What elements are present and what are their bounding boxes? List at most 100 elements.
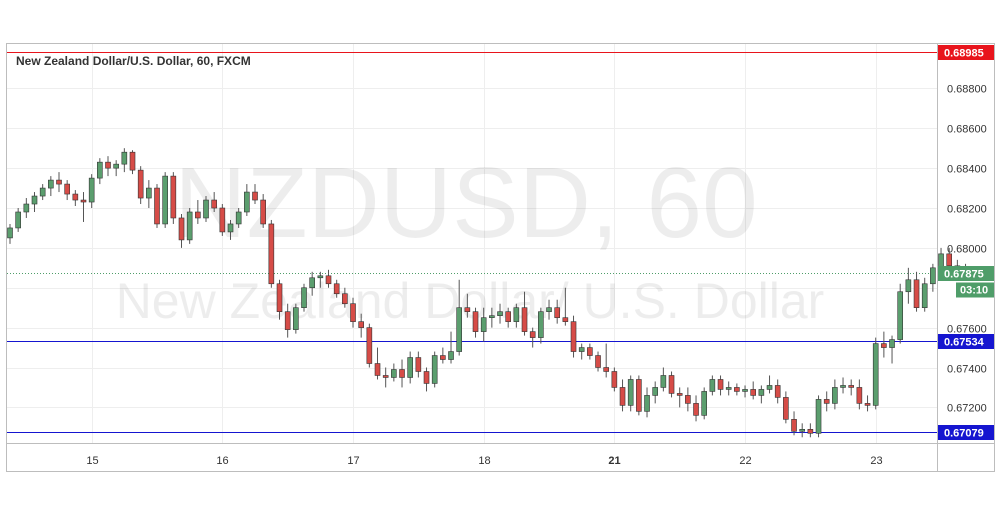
candle-body bbox=[595, 355, 601, 368]
candle-up bbox=[23, 198, 30, 218]
candle-body bbox=[668, 375, 675, 394]
candle-up bbox=[832, 379, 838, 410]
candle-body bbox=[325, 275, 332, 285]
candle-up bbox=[578, 343, 585, 360]
candle-down bbox=[595, 351, 601, 372]
candle-body bbox=[137, 169, 144, 199]
candles bbox=[7, 148, 969, 438]
candle-body bbox=[56, 179, 62, 185]
candle-body bbox=[742, 389, 748, 392]
candle-down bbox=[333, 279, 340, 298]
candle-body bbox=[889, 339, 895, 348]
candle-body bbox=[546, 307, 552, 312]
candle-down bbox=[325, 269, 332, 288]
candle-down bbox=[913, 271, 920, 312]
candle-body bbox=[701, 391, 707, 416]
candle-up bbox=[897, 283, 904, 344]
candle-up bbox=[644, 387, 650, 418]
candle-body bbox=[921, 283, 928, 308]
candle-down bbox=[750, 381, 756, 400]
candle-body bbox=[146, 187, 152, 199]
candle-down bbox=[676, 387, 683, 408]
countdown-tag bbox=[956, 282, 994, 298]
candle-up bbox=[456, 279, 462, 356]
candle-up bbox=[889, 335, 895, 364]
candle-body bbox=[284, 311, 291, 330]
price-axis[interactable]: 0.67200 0.67400 0.67600 0.68000 0.68200 0.684… bbox=[947, 84, 987, 415]
candle-up bbox=[244, 184, 250, 216]
candle-down bbox=[603, 343, 609, 378]
candle-up bbox=[742, 385, 748, 398]
candle-body bbox=[162, 175, 168, 225]
candle-body bbox=[391, 369, 397, 378]
candle-down bbox=[211, 192, 217, 212]
level-tag-label: 0.67079 bbox=[944, 428, 984, 440]
candle-down bbox=[864, 395, 871, 412]
y-tick-label: 0.68200 bbox=[947, 204, 987, 216]
candle-down bbox=[554, 299, 560, 324]
level-tag-label: 0.68985 bbox=[944, 48, 984, 60]
candle-down bbox=[587, 343, 593, 360]
candle-body bbox=[538, 311, 544, 338]
candle-down bbox=[374, 347, 381, 380]
candle-body bbox=[72, 193, 79, 201]
last-price-label: 0.67875 bbox=[944, 269, 984, 281]
candle-down bbox=[505, 307, 511, 328]
y-tick-label: 0.67400 bbox=[947, 364, 987, 376]
candle-up bbox=[113, 160, 119, 177]
candle-up bbox=[88, 174, 95, 209]
candle-body bbox=[121, 151, 128, 165]
grid-lines bbox=[7, 44, 937, 443]
candle-up bbox=[489, 307, 495, 328]
candle-down bbox=[358, 313, 364, 338]
y-tick-label: 0.68800 bbox=[947, 84, 987, 96]
candle-down bbox=[350, 297, 356, 328]
candle-body bbox=[293, 307, 299, 330]
candle-down bbox=[611, 367, 618, 392]
candle-body bbox=[848, 385, 855, 388]
time-axis[interactable]: 15 16 17 18 21 22 23 bbox=[86, 455, 882, 467]
candle-down bbox=[284, 303, 291, 338]
candle-body bbox=[415, 357, 422, 372]
candle-body bbox=[195, 211, 201, 219]
y-tick-label: 0.68400 bbox=[947, 164, 987, 176]
candle-down bbox=[734, 383, 740, 396]
candle-down bbox=[464, 293, 471, 318]
candle-body bbox=[660, 375, 667, 388]
candle-down bbox=[105, 156, 111, 177]
candle-body bbox=[252, 191, 258, 201]
candle-body bbox=[472, 311, 479, 332]
candle-body bbox=[382, 375, 389, 378]
candle-up bbox=[227, 219, 234, 240]
candle-body bbox=[774, 385, 781, 398]
candle-body bbox=[750, 389, 756, 396]
candle-body bbox=[129, 151, 136, 171]
candle-body bbox=[374, 363, 381, 376]
candle-up bbox=[872, 337, 879, 410]
candle-body bbox=[178, 217, 185, 241]
candle-up bbox=[546, 299, 552, 320]
candle-body bbox=[80, 199, 87, 203]
candle-down bbox=[668, 371, 675, 398]
candle-down bbox=[366, 323, 373, 368]
candle-body bbox=[399, 369, 405, 378]
candle-down bbox=[80, 192, 87, 222]
candle-body bbox=[930, 267, 936, 285]
candle-body bbox=[676, 393, 683, 396]
candle-body bbox=[505, 311, 511, 322]
candle-up bbox=[513, 303, 520, 328]
candle-up bbox=[627, 375, 634, 412]
x-tick-label: 21 bbox=[608, 455, 620, 467]
candle-body bbox=[358, 321, 364, 328]
candle-up bbox=[480, 307, 487, 342]
candle-body bbox=[440, 355, 446, 360]
candle-body bbox=[734, 387, 740, 392]
chart-title: New Zealand Dollar/U.S. Dollar, 60, FXCM bbox=[16, 54, 251, 68]
candle-body bbox=[154, 187, 160, 225]
candle-down bbox=[195, 200, 201, 224]
candle-body bbox=[113, 163, 119, 169]
candle-body bbox=[235, 211, 242, 225]
candle-up bbox=[391, 363, 397, 382]
candle-body bbox=[693, 403, 699, 416]
